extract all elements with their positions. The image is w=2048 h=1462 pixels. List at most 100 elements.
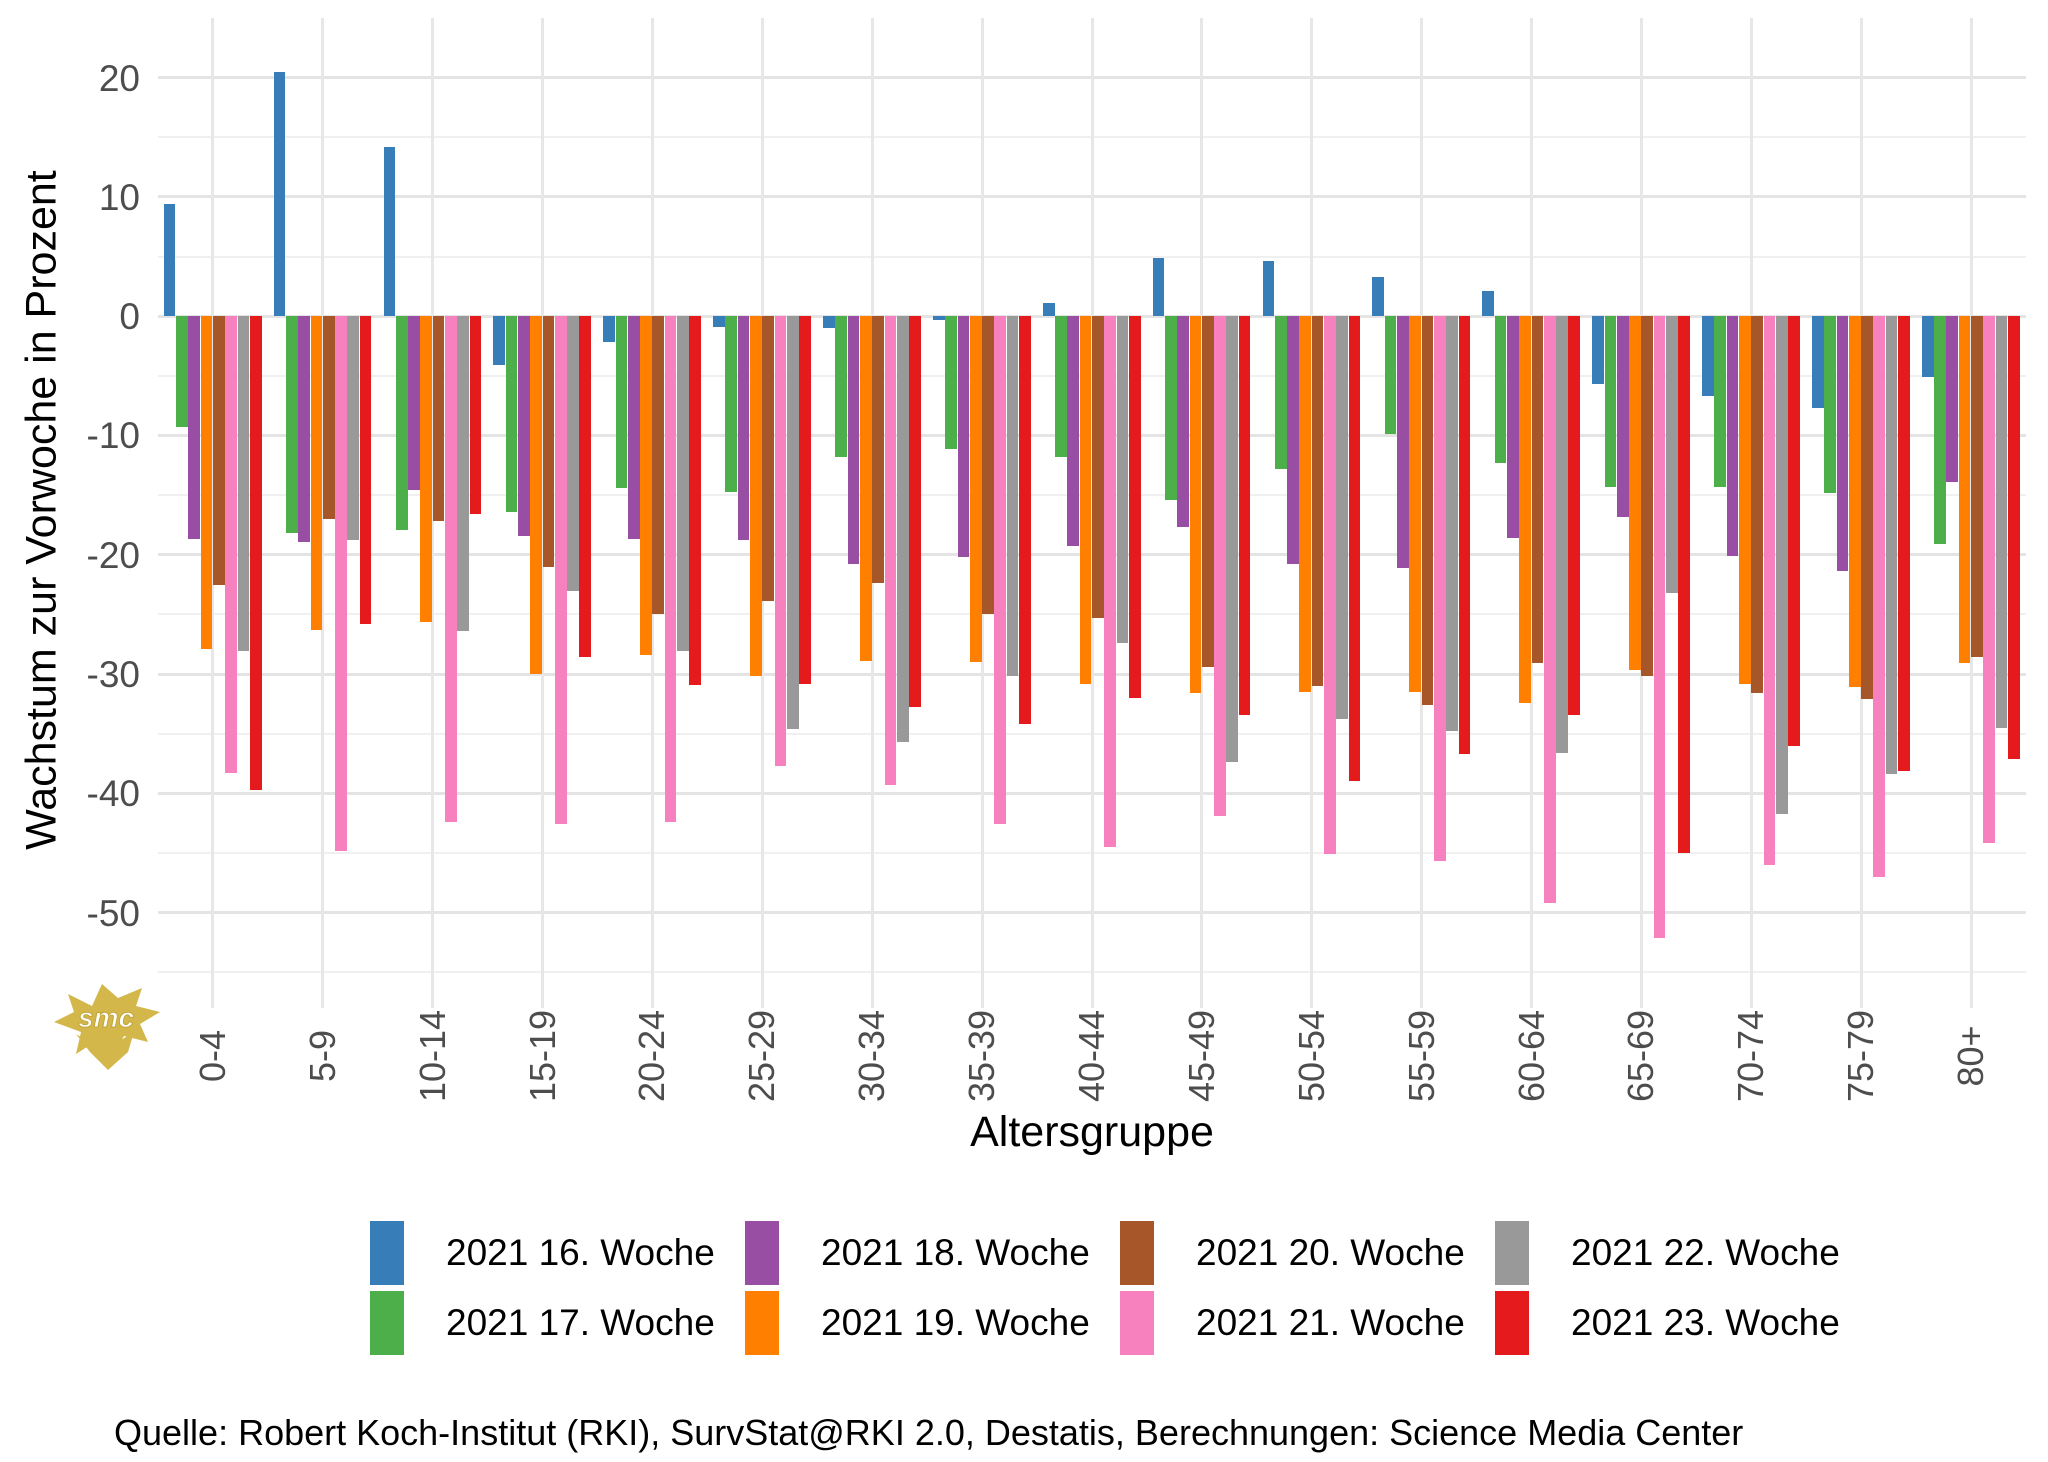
legend-item: 2021 21. Woche — [1120, 1290, 1465, 1356]
bar-50-54-w19 — [1299, 316, 1312, 692]
y-tick-label: -30 — [86, 654, 140, 696]
smc-logo-star-lower — [76, 1028, 134, 1070]
smc-logo: smc — [48, 982, 163, 1074]
bar-70-74-w20 — [1751, 316, 1763, 694]
bar-40-44-w20 — [1092, 316, 1104, 618]
bar-35-39-w17 — [945, 316, 957, 449]
legend-label: 2021 21. Woche — [1196, 1302, 1465, 1343]
bar-30-34-w16 — [823, 316, 835, 329]
bar-40-44-w21 — [1104, 316, 1116, 847]
bar-10-14-w16 — [383, 146, 396, 317]
bar-40-44-w19 — [1079, 316, 1092, 684]
bar-30-34-w19 — [859, 316, 872, 661]
bar-75-79-w21 — [1873, 316, 1886, 877]
bar-80+-w19 — [1958, 316, 1971, 664]
bar-65-69-w17 — [1604, 316, 1617, 487]
x-tick-label: 75-79 — [1840, 1009, 1882, 1103]
legend-label: 2021 23. Woche — [1571, 1302, 1840, 1343]
bar-55-59-w23 — [1458, 316, 1471, 754]
x-tick-label: 70-74 — [1730, 1009, 1772, 1103]
bar-70-74-w18 — [1726, 316, 1739, 556]
bar-60-64-w18 — [1506, 316, 1519, 539]
bar-25-29-w23 — [799, 316, 811, 684]
bar-75-79-w22 — [1885, 316, 1898, 775]
bar-40-44-w16 — [1042, 303, 1055, 317]
x-tick-label: 25-29 — [741, 1009, 783, 1103]
bar-45-49-w20 — [1201, 316, 1214, 667]
bar-55-59-w20 — [1421, 316, 1434, 706]
bar-20-24-w16 — [603, 316, 615, 343]
bar-30-34-w23 — [909, 316, 921, 708]
bar-60-64-w17 — [1494, 316, 1507, 463]
bar-70-74-w21 — [1763, 316, 1776, 865]
legend-item: 2021 17. Woche — [370, 1290, 715, 1356]
bar-65-69-w20 — [1641, 316, 1654, 677]
bar-20-24-w21 — [664, 316, 677, 822]
bar-50-54-w23 — [1348, 316, 1361, 782]
bar-35-39-w22 — [1006, 316, 1019, 677]
x-tick-label: 20-24 — [631, 1009, 673, 1103]
smc-logo-graphic: smc — [54, 984, 160, 1070]
x-tick-label: 65-69 — [1620, 1009, 1662, 1103]
bar-70-74-w23 — [1788, 316, 1800, 746]
bar-5-9-w17 — [285, 316, 298, 534]
legend-column: 2021 16. Woche 2021 17. Woche — [370, 1220, 745, 1365]
legend-label: 2021 19. Woche — [821, 1302, 1090, 1343]
bar-35-39-w23 — [1018, 316, 1031, 725]
x-tick-label: 40-44 — [1071, 1009, 1112, 1103]
bar-30-34-w20 — [872, 316, 884, 584]
bar-80+-w20 — [1971, 316, 1983, 658]
bar-50-54-w16 — [1262, 261, 1275, 317]
bar-80+-w23 — [2007, 316, 2020, 759]
x-axis-title: Altersgruppe — [970, 1108, 1214, 1156]
bar-5-9-w16 — [273, 71, 286, 317]
legend-swatch — [1495, 1291, 1529, 1355]
x-tick-label: 10-14 — [411, 1009, 453, 1103]
bar-10-14-w19 — [420, 316, 433, 622]
bar-70-74-w19 — [1739, 316, 1751, 684]
bar-0-4-w19 — [200, 316, 213, 649]
bar-75-79-w19 — [1848, 316, 1861, 688]
bar-55-59-w19 — [1409, 316, 1422, 692]
legend-swatch — [1495, 1221, 1529, 1285]
bar-55-59-w17 — [1384, 316, 1397, 435]
smc-logo-star — [54, 984, 160, 1062]
bar-10-14-w22 — [457, 316, 469, 632]
bar-5-9-w23 — [359, 316, 372, 624]
bar-40-44-w18 — [1067, 316, 1080, 547]
bar-10-14-w23 — [469, 316, 482, 515]
bar-25-29-w18 — [737, 316, 750, 541]
x-tick-label: 60-64 — [1510, 1009, 1552, 1103]
x-tick-label: 15-19 — [521, 1009, 563, 1103]
bar-25-29-w17 — [725, 316, 738, 492]
legend-swatch — [745, 1291, 779, 1355]
y-tick-label: 20 — [98, 57, 140, 99]
bar-0-4-w17 — [176, 316, 188, 428]
bar-60-64-w21 — [1543, 316, 1556, 904]
bar-15-19-w20 — [542, 316, 555, 567]
x-tick-label: 45-49 — [1180, 1009, 1222, 1103]
legend-column: 2021 18. Woche 2021 19. Woche — [745, 1220, 1120, 1365]
y-axis-title: Wachstum zur Vorwoche in Prozent — [17, 170, 66, 850]
bar-5-9-w21 — [335, 316, 347, 851]
legend-swatch — [1120, 1291, 1154, 1355]
bar-80+-w22 — [1995, 316, 2008, 728]
y-tick-label: 10 — [98, 176, 140, 218]
bar-65-69-w18 — [1616, 316, 1629, 517]
bar-75-79-w20 — [1861, 316, 1873, 700]
bar-35-39-w21 — [994, 316, 1007, 825]
legend-label: 2021 22. Woche — [1571, 1232, 1840, 1273]
bar-25-29-w20 — [762, 316, 775, 602]
legend-column: 2021 20. Woche 2021 21. Woche — [1120, 1220, 1495, 1365]
bar-65-69-w23 — [1678, 316, 1690, 853]
bar-80+-w16 — [1921, 316, 1934, 378]
x-tick-label: 55-59 — [1400, 1009, 1442, 1103]
bar-25-29-w16 — [713, 316, 725, 327]
legend-swatch — [370, 1221, 404, 1285]
legend-item: 2021 18. Woche — [745, 1220, 1090, 1286]
bar-30-34-w21 — [884, 316, 897, 785]
bar-60-64-w20 — [1531, 316, 1544, 664]
bar-70-74-w22 — [1775, 316, 1788, 814]
bar-75-79-w23 — [1898, 316, 1910, 771]
legend-label: 2021 17. Woche — [446, 1302, 715, 1343]
